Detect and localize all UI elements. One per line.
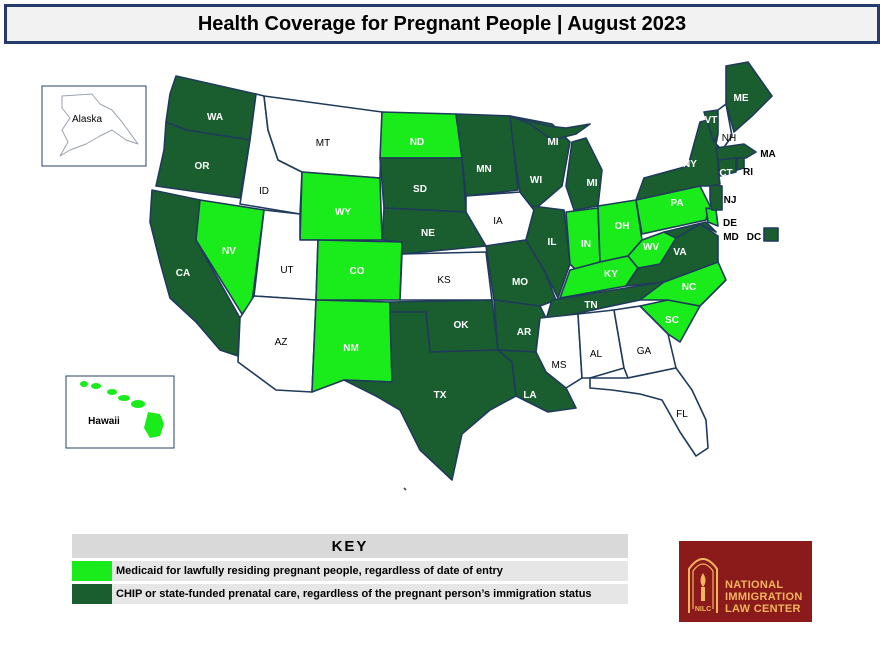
label-MT: MT bbox=[316, 138, 330, 149]
key-swatch-chip bbox=[72, 584, 112, 604]
label-MD: MD bbox=[723, 232, 739, 243]
state-HI bbox=[80, 381, 164, 438]
label-OR: OR bbox=[195, 161, 211, 172]
state-NY bbox=[635, 117, 721, 201]
label-LA: LA bbox=[523, 390, 536, 401]
state-ND bbox=[379, 111, 463, 159]
key-item-chip: CHIP or state-funded prenatal care, rega… bbox=[72, 584, 628, 604]
state-FL bbox=[589, 367, 709, 457]
label-NC: NC bbox=[682, 282, 696, 293]
label-WA: WA bbox=[207, 112, 223, 123]
label-MN: MN bbox=[476, 164, 492, 175]
state-MI-UP bbox=[509, 115, 591, 141]
state-OR bbox=[155, 121, 251, 199]
label-DE: DE bbox=[723, 218, 737, 229]
state-AK bbox=[59, 93, 139, 157]
nilc-logo: NILC NATIONAL IMMIGRATION LAW CENTER bbox=[679, 541, 812, 622]
alaska-inset: Alaska bbox=[41, 85, 147, 167]
label-AZ: AZ bbox=[275, 337, 288, 348]
state-IL bbox=[525, 205, 571, 299]
state-TX-spot bbox=[403, 487, 407, 491]
alaska-label: Alaska bbox=[72, 114, 102, 125]
label-CA: CA bbox=[176, 268, 190, 279]
label-AR: AR bbox=[517, 327, 532, 338]
label-IN: IN bbox=[581, 239, 591, 250]
label-WY: WY bbox=[335, 207, 351, 218]
logo-line-3: LAW CENTER bbox=[725, 603, 801, 615]
label-NV: NV bbox=[222, 246, 236, 257]
label-AL: AL bbox=[590, 349, 603, 360]
label-NM: NM bbox=[343, 343, 359, 354]
hawaii-label: Hawaii bbox=[88, 416, 120, 427]
label-TX: TX bbox=[434, 390, 447, 401]
key-text-medicaid: Medicaid for lawfully residing pregnant … bbox=[116, 565, 503, 577]
key-swatch-medicaid bbox=[72, 561, 112, 581]
label-CT: CT bbox=[719, 168, 732, 179]
logo-line-1: NATIONAL bbox=[725, 579, 784, 591]
state-CT bbox=[717, 157, 737, 177]
state-TX bbox=[343, 311, 517, 481]
state-WY bbox=[299, 171, 383, 241]
label-MI-UP: MI bbox=[547, 137, 558, 148]
logo-name: NATIONAL IMMIGRATION LAW CENTER bbox=[725, 579, 803, 615]
us-map: Alaska Hawaii bbox=[41, 61, 779, 491]
label-UT: UT bbox=[280, 265, 293, 276]
logo-mark-text: NILC bbox=[695, 606, 711, 613]
label-ME: ME bbox=[734, 93, 749, 104]
label-OH: OH bbox=[615, 221, 630, 232]
logo-line-2: IMMIGRATION bbox=[725, 591, 803, 603]
key-text-chip: CHIP or state-funded prenatal care, rega… bbox=[116, 588, 592, 600]
label-SC: SC bbox=[665, 315, 679, 326]
label-VT: VT bbox=[705, 115, 718, 126]
label-IA: IA bbox=[493, 216, 503, 227]
label-MI: MI bbox=[586, 178, 597, 189]
label-KY: KY bbox=[604, 269, 618, 280]
label-RI: RI bbox=[743, 167, 753, 178]
label-IL: IL bbox=[548, 237, 557, 248]
label-NJ: NJ bbox=[724, 195, 737, 206]
label-TN: TN bbox=[584, 300, 597, 311]
label-MA: MA bbox=[760, 149, 776, 160]
label-FL: FL bbox=[676, 409, 688, 420]
label-KS: KS bbox=[437, 275, 451, 286]
nilc-torch-icon: NILC bbox=[688, 558, 718, 613]
state-RI bbox=[736, 157, 745, 171]
label-PA: PA bbox=[670, 198, 683, 209]
label-DC: DC bbox=[747, 232, 761, 243]
state-DC bbox=[763, 227, 779, 242]
label-SD: SD bbox=[413, 184, 427, 195]
state-MA bbox=[715, 143, 757, 161]
label-NH: NH bbox=[722, 133, 736, 144]
key-title: KEY bbox=[72, 534, 628, 558]
state-MD bbox=[663, 221, 717, 239]
label-OK: OK bbox=[454, 320, 470, 331]
state-SC bbox=[639, 299, 701, 343]
key-item-medicaid: Medicaid for lawfully residing pregnant … bbox=[72, 561, 628, 581]
label-ID: ID bbox=[259, 186, 269, 197]
map-key: KEY Medicaid for lawfully residing pregn… bbox=[72, 534, 628, 604]
label-WI: WI bbox=[530, 175, 542, 186]
label-MO: MO bbox=[512, 277, 528, 288]
hawaii-inset: Hawaii bbox=[65, 375, 175, 449]
state-ME bbox=[725, 61, 773, 133]
map-title: Health Coverage for Pregnant People | Au… bbox=[4, 4, 880, 44]
label-VA: VA bbox=[673, 247, 686, 258]
label-MS: MS bbox=[552, 360, 567, 371]
state-NJ bbox=[709, 183, 723, 211]
state-AL bbox=[577, 309, 625, 379]
label-NE: NE bbox=[421, 228, 435, 239]
label-ND: ND bbox=[410, 137, 424, 148]
label-CO: CO bbox=[350, 266, 365, 277]
label-NY: NY bbox=[683, 159, 697, 170]
label-WV: WV bbox=[643, 242, 659, 253]
state-MI bbox=[565, 137, 603, 211]
label-GA: GA bbox=[637, 346, 652, 357]
